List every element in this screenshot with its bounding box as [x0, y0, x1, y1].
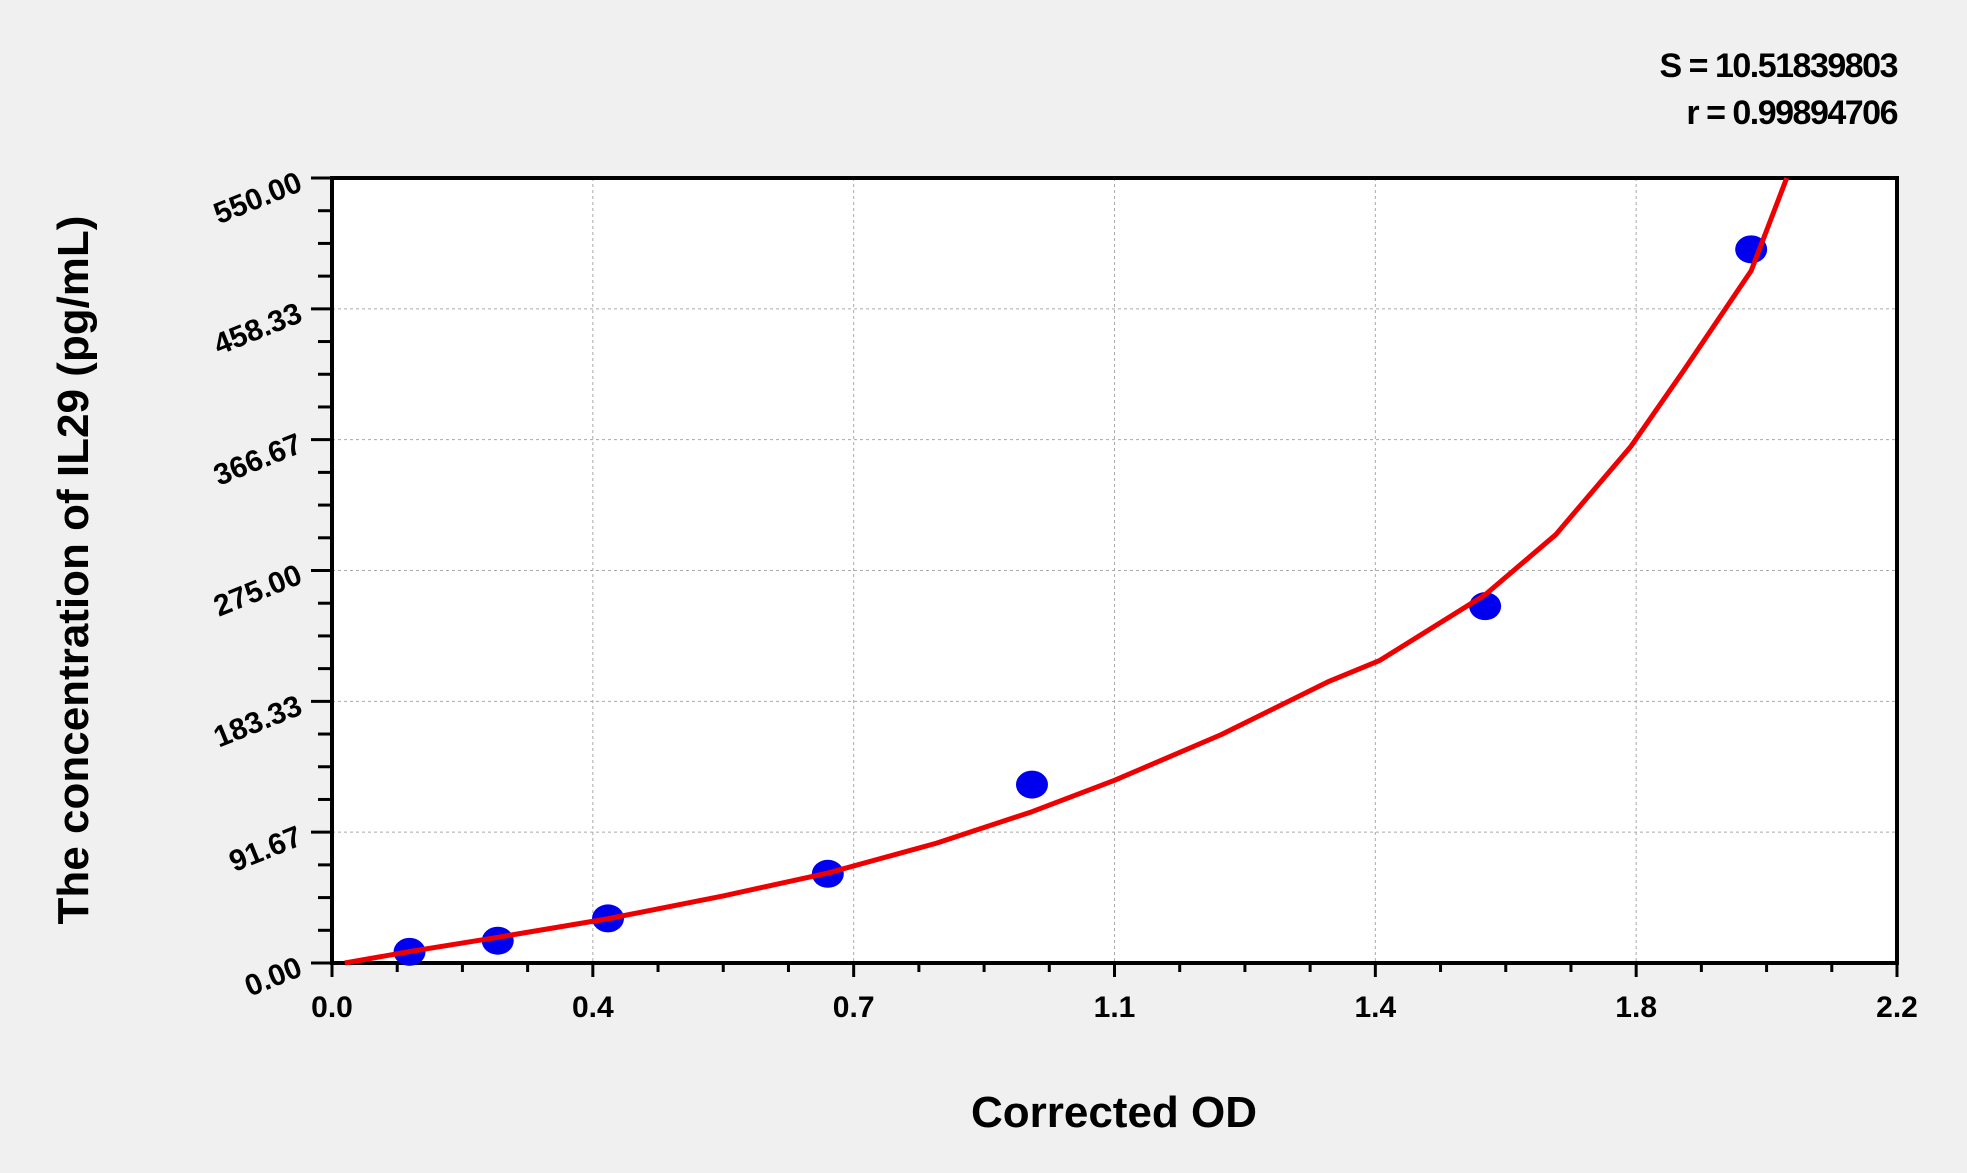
fit-curve: [344, 177, 1790, 966]
s-value: S = 10.51839803: [1660, 47, 1898, 85]
data-points: [393, 235, 1768, 966]
x-tick-label: 2.2: [1876, 991, 1918, 1024]
y-tick-label: 550.00: [209, 166, 306, 231]
x-tick-labels: 0.0 0.4 0.7 1.1 1.4 1.8 2.2: [311, 991, 1918, 1024]
x-tick-label: 0.4: [572, 991, 614, 1024]
x-axis-title: Corrected OD: [971, 1088, 1257, 1137]
x-tick-label: 0.7: [833, 991, 875, 1024]
r-value: r = 0.99894706: [1686, 94, 1897, 132]
data-point: [1015, 770, 1048, 799]
x-tick-label: 0.0: [311, 991, 353, 1024]
x-tick-label: 1.8: [1615, 991, 1657, 1024]
y-tick-label: 183.33: [209, 689, 306, 754]
y-axis-title: The concentration of IL29 (pg/mL): [49, 216, 98, 925]
y-tick-label: 91.67: [225, 820, 307, 879]
x-tick-label: 1.1: [1094, 991, 1136, 1024]
y-tick-label: 366.67: [209, 428, 306, 493]
y-tick-label: 275.00: [209, 558, 306, 623]
plot-frame: [330, 176, 1899, 965]
y-tick-labels: 0.00 91.67 183.33 275.00 366.67 458.33 550.00: [209, 166, 306, 1003]
y-tick-label: 0.00: [240, 951, 307, 1003]
x-tick-label: 1.4: [1354, 991, 1396, 1024]
y-tick-label: 458.33: [209, 297, 306, 362]
